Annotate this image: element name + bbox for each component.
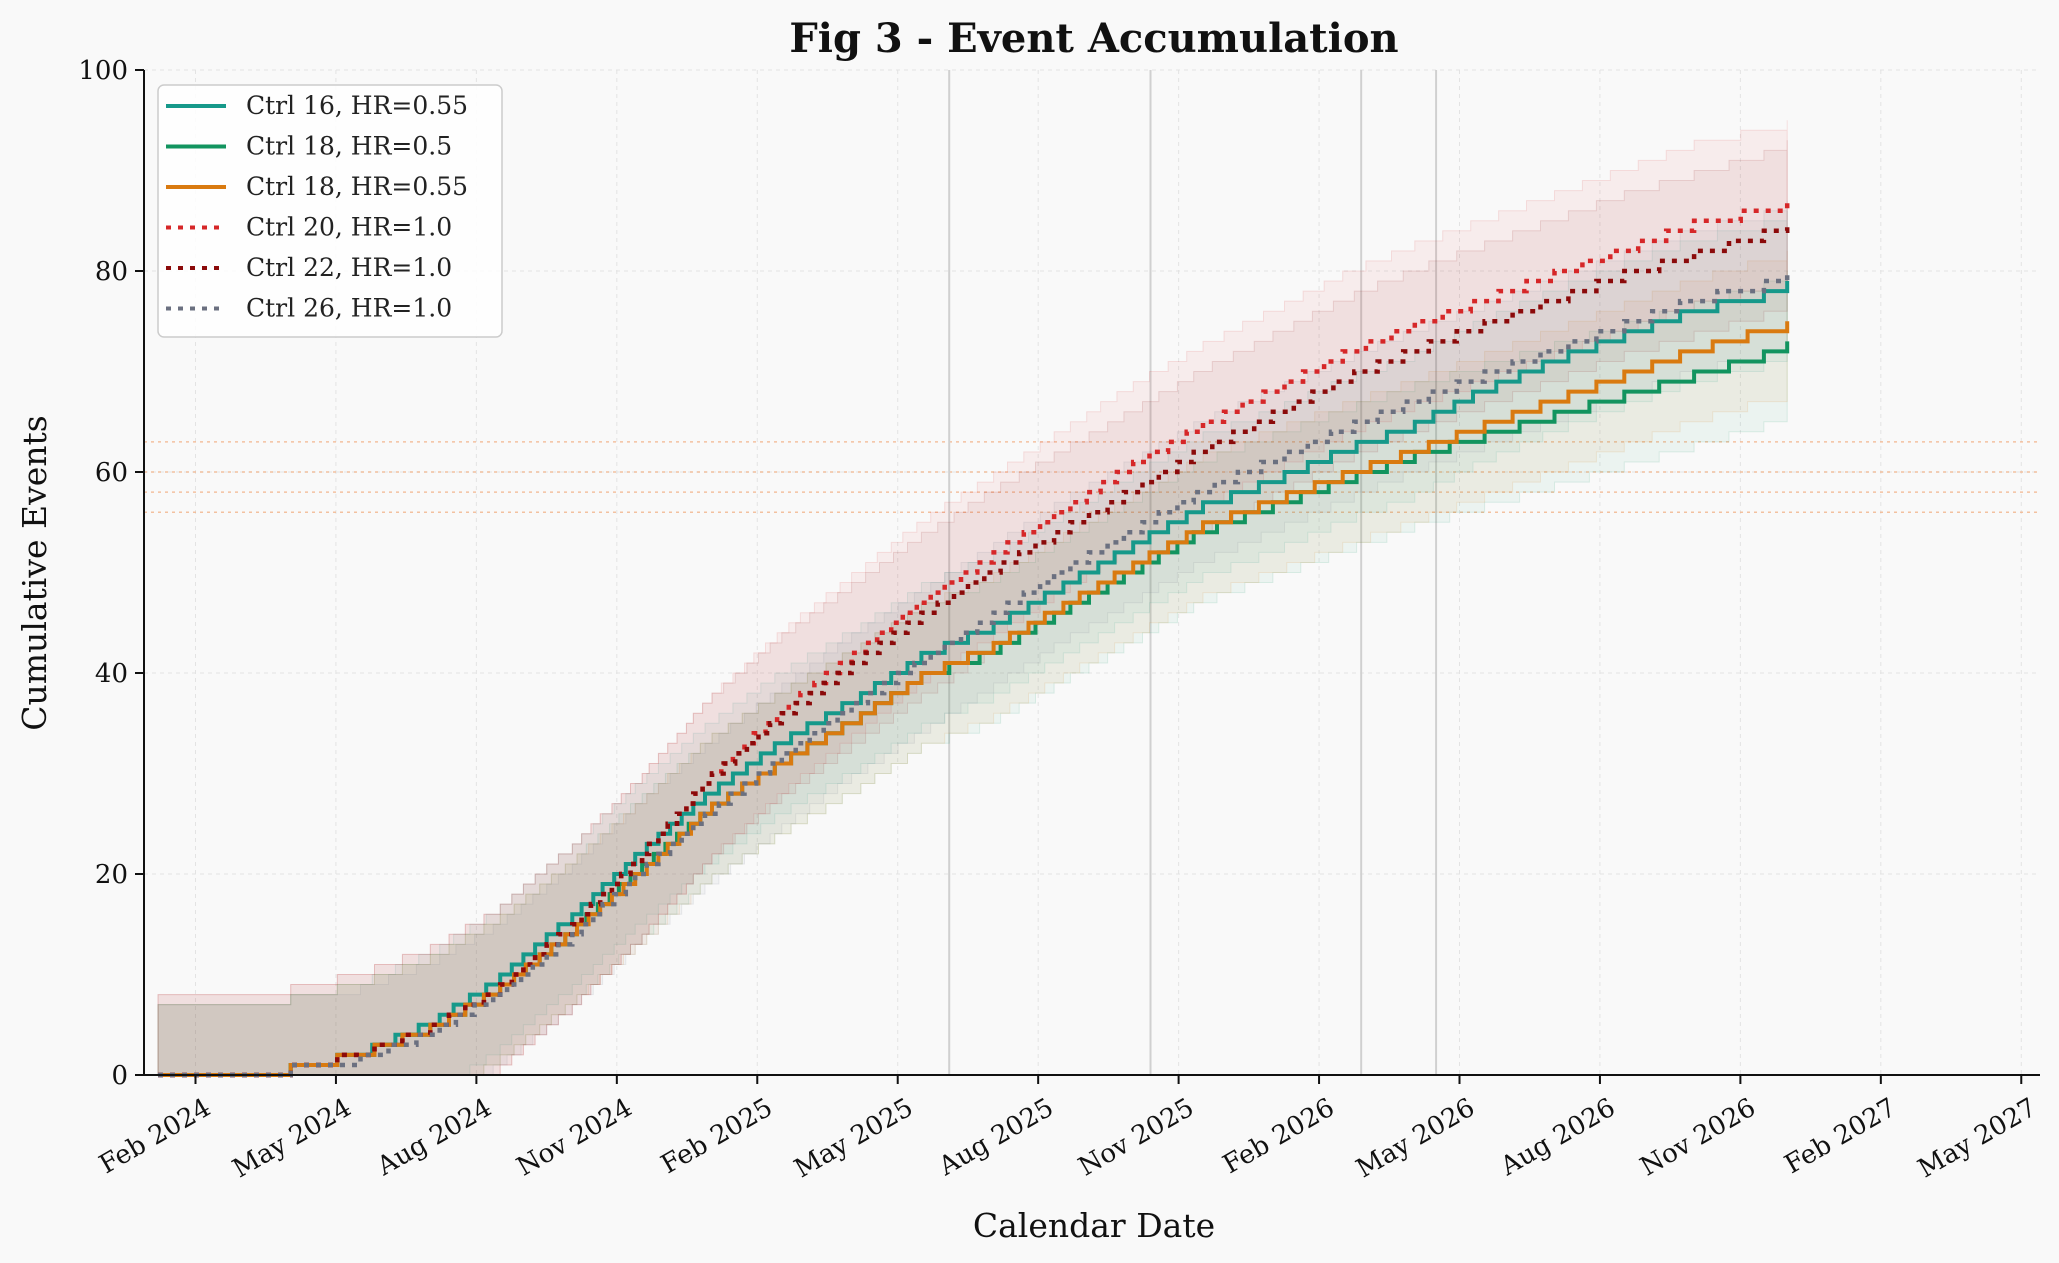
band-0 [157,210,1788,1076]
series-line-5 [158,271,1790,1078]
legend-label-4: Ctrl 22, HR=1.0 [246,253,452,282]
chart-title: Fig 3 - Event Accumulation [789,15,1398,62]
y-tick-label: 100 [78,56,128,86]
legend-label-1: Ctrl 18, HR=0.5 [246,132,452,161]
y-tick-label: 60 [95,458,128,488]
series-line-4 [158,220,1790,1078]
legend-label-0: Ctrl 16, HR=0.55 [246,91,468,120]
y-axis-label: Cumulative Events [15,415,54,730]
legend-box [157,84,503,338]
y-tick-label: 0 [111,1061,128,1091]
y-tick-label: 20 [95,860,128,890]
y-tick-label: 40 [95,659,128,689]
axes [143,70,2040,1076]
series-line-0 [158,281,1790,1077]
band-3 [157,120,1788,1076]
series-lines [158,200,1790,1078]
legend-label-2: Ctrl 18, HR=0.55 [246,172,468,201]
y-ticks: 0 20 40 60 80 100 [78,56,144,1091]
series-line-2 [158,321,1790,1077]
y-tick-label: 80 [95,257,128,287]
confidence-bands [157,120,1788,1076]
legend: Ctrl 16, HR=0.55 Ctrl 18, HR=0.5 Ctrl 18, … [157,84,503,338]
legend-label-3: Ctrl 20, HR=1.0 [246,213,452,242]
legend-label-5: Ctrl 26, HR=1.0 [246,294,452,323]
x-axis-label: Calendar Date [973,1206,1215,1245]
band-4 [157,140,1788,1076]
